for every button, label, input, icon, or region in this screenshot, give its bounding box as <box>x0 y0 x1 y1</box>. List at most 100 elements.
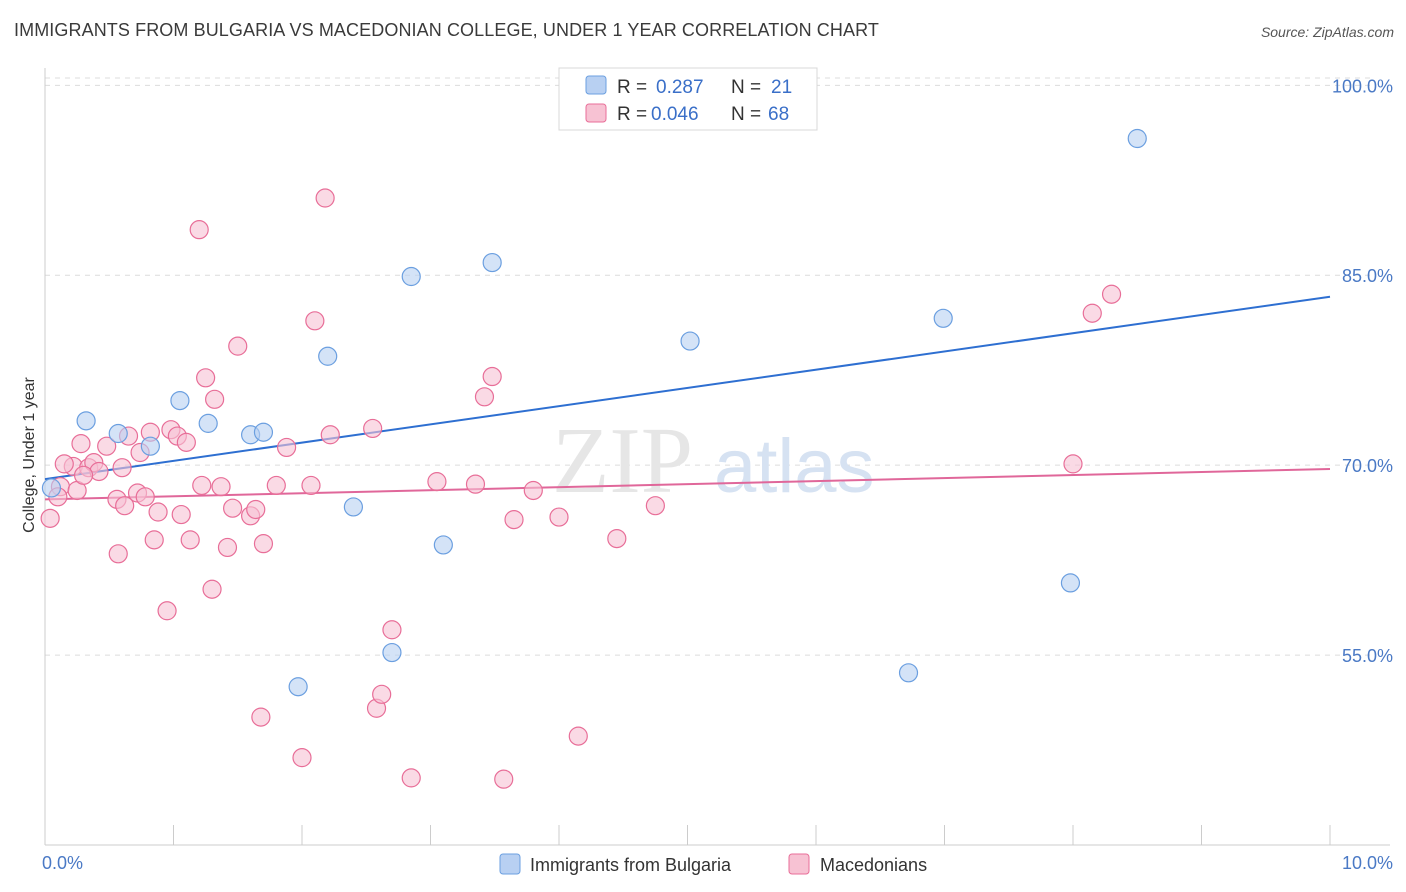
bulgaria-point <box>1060 573 1081 593</box>
chart-title: IMMIGRANTS FROM BULGARIA VS MACEDONIAN C… <box>14 20 879 40</box>
macedonian-point <box>465 474 486 494</box>
axes <box>44 68 1390 846</box>
macedonian-point <box>189 220 209 240</box>
macedonian-point <box>320 425 340 445</box>
bottom-legend: Immigrants from Bulgaria Macedonians <box>499 853 927 875</box>
legend-r-label-1: R = <box>617 77 647 98</box>
legend-n-value-2: 68 <box>768 104 789 125</box>
macedonian-point <box>382 620 402 640</box>
legend-swatch-pink <box>585 103 607 123</box>
macedonian-point <box>202 579 222 599</box>
bulgaria-point <box>482 252 502 273</box>
y-axis-label: College, Under 1 year <box>21 377 38 533</box>
bulgaria-point <box>433 535 453 555</box>
watermark-zip: ZIP <box>552 409 693 513</box>
macedonian-point <box>292 748 312 768</box>
macedonian-point <box>73 465 94 485</box>
bulgaria-point <box>401 266 421 287</box>
x-tick-label-max: 10.0% <box>1342 853 1393 873</box>
legend-r-value-1: 0.287 <box>656 77 704 98</box>
macedonian-point <box>549 507 569 527</box>
legend-r-label-2: R = <box>617 104 647 125</box>
trend-line <box>44 295 1331 481</box>
macedonian-point <box>115 496 135 516</box>
macedonian-point <box>196 368 216 388</box>
macedonian-point <box>176 432 196 452</box>
bulgaria-point <box>1127 128 1147 149</box>
x-tick-label-min: 0.0% <box>42 853 83 873</box>
macedonian-point <box>315 188 335 208</box>
macedonian-point <box>246 499 266 520</box>
trend-lines <box>44 295 1331 501</box>
bulgaria-point <box>343 497 363 517</box>
macedonian-point <box>276 437 297 458</box>
top-legend: R = 0.287 N = 21 R = 0.046 N = 68 <box>558 67 818 131</box>
bulgaria-point <box>933 308 953 328</box>
y-tick-label: 85.0% <box>1342 266 1393 286</box>
macedonian-point <box>253 534 274 554</box>
watermark: ZIP atlas <box>552 409 875 513</box>
macedonian-point <box>40 508 60 528</box>
legend-r-value-2: 0.046 <box>651 104 699 125</box>
macedonian-point <box>171 504 191 525</box>
macedonian-point <box>401 768 421 788</box>
macedonian-point <box>363 418 383 439</box>
macedonian-point <box>211 477 231 497</box>
macedonian-point <box>427 472 447 492</box>
bulgaria-point <box>898 663 919 683</box>
macedonian-point <box>148 502 168 522</box>
bulgaria-point <box>170 390 190 411</box>
macedonian-point <box>1063 454 1083 474</box>
macedonian-point <box>135 487 155 507</box>
macedonian-point <box>251 707 271 727</box>
source-label: Source: ZipAtlas.com <box>1260 24 1394 40</box>
watermark-atlas: atlas <box>714 424 875 509</box>
macedonian-point <box>266 475 286 496</box>
bulgaria-point <box>253 422 274 442</box>
macedonian-point <box>568 726 588 746</box>
macedonian-point <box>97 436 117 456</box>
macedonian-point <box>205 389 225 409</box>
macedonian-point <box>108 544 128 564</box>
y-tick-labels: 55.0% 70.0% 85.0% 100.0% <box>1332 76 1393 666</box>
y-tick-label: 70.0% <box>1342 456 1393 476</box>
bulgaria-point <box>41 478 62 498</box>
bottom-legend-label-macedonians: Macedonians <box>820 855 927 875</box>
y-tick-label: 55.0% <box>1342 646 1393 666</box>
macedonian-point <box>217 537 238 558</box>
bottom-legend-label-bulgaria: Immigrants from Bulgaria <box>530 855 732 875</box>
macedonian-point <box>494 769 514 789</box>
macedonian-point <box>301 475 321 496</box>
macedonian-point <box>305 311 325 331</box>
macedonian-point <box>372 684 392 704</box>
legend-n-label-1: N = <box>731 77 761 98</box>
bulgaria-point <box>288 677 308 697</box>
macedonian-point <box>504 510 524 530</box>
macedonian-point <box>180 530 200 550</box>
bulgaria-point <box>680 331 700 351</box>
bulgaria-point <box>382 642 402 663</box>
bottom-legend-swatch-pink <box>788 853 810 875</box>
macedonian-point <box>223 498 243 518</box>
legend-n-value-1: 21 <box>771 77 792 98</box>
bulgaria-point <box>76 411 96 431</box>
y-tick-label: 100.0% <box>1332 76 1393 96</box>
bulgaria-point <box>318 346 338 366</box>
bulgaria-point <box>198 413 218 433</box>
data-points <box>40 82 1147 789</box>
macedonian-point <box>71 434 91 454</box>
legend-n-label-2: N = <box>731 104 761 125</box>
macedonian-point <box>474 387 495 407</box>
trend-line <box>44 467 1331 501</box>
macedonian-point <box>144 530 164 550</box>
bottom-legend-swatch-blue <box>499 853 521 875</box>
macedonian-point <box>54 454 74 474</box>
legend-swatch-blue <box>585 75 607 95</box>
macedonian-point <box>482 366 502 387</box>
bulgaria-point <box>140 436 160 456</box>
macedonian-point <box>645 496 665 516</box>
macedonian-point <box>1101 284 1122 304</box>
macedonian-point <box>157 601 177 621</box>
macedonian-point <box>607 528 627 549</box>
macedonian-point <box>228 336 248 356</box>
